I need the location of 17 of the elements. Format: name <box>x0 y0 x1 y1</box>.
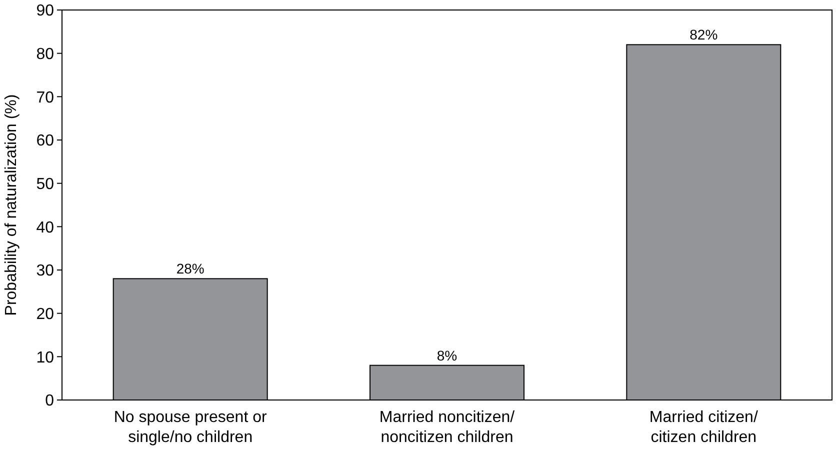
y-tick-label: 60 <box>36 132 54 150</box>
y-tick-label: 10 <box>36 349 54 366</box>
y-tick-label: 80 <box>36 46 54 63</box>
y-axis-title: Probability of naturalization (%) <box>3 94 20 316</box>
data-label: 82% <box>690 26 718 43</box>
y-tick-label: 40 <box>36 219 54 236</box>
y-tick-label: 30 <box>36 262 54 280</box>
y-tick-label: 90 <box>36 2 54 20</box>
y-tick-label: 70 <box>36 89 54 106</box>
data-label: 28% <box>176 260 204 277</box>
x-tick-label: Married noncitizen/ noncitizen children <box>379 409 516 446</box>
x-tick-label: Married citizen/ citizen children <box>649 409 758 446</box>
x-tick-label: No spouse present or single/no children <box>114 409 268 446</box>
y-tick-label: 0 <box>45 392 54 410</box>
data-label: 8% <box>436 347 458 364</box>
y-tick-label: 20 <box>36 306 54 323</box>
y-tick-label: 50 <box>36 176 54 193</box>
